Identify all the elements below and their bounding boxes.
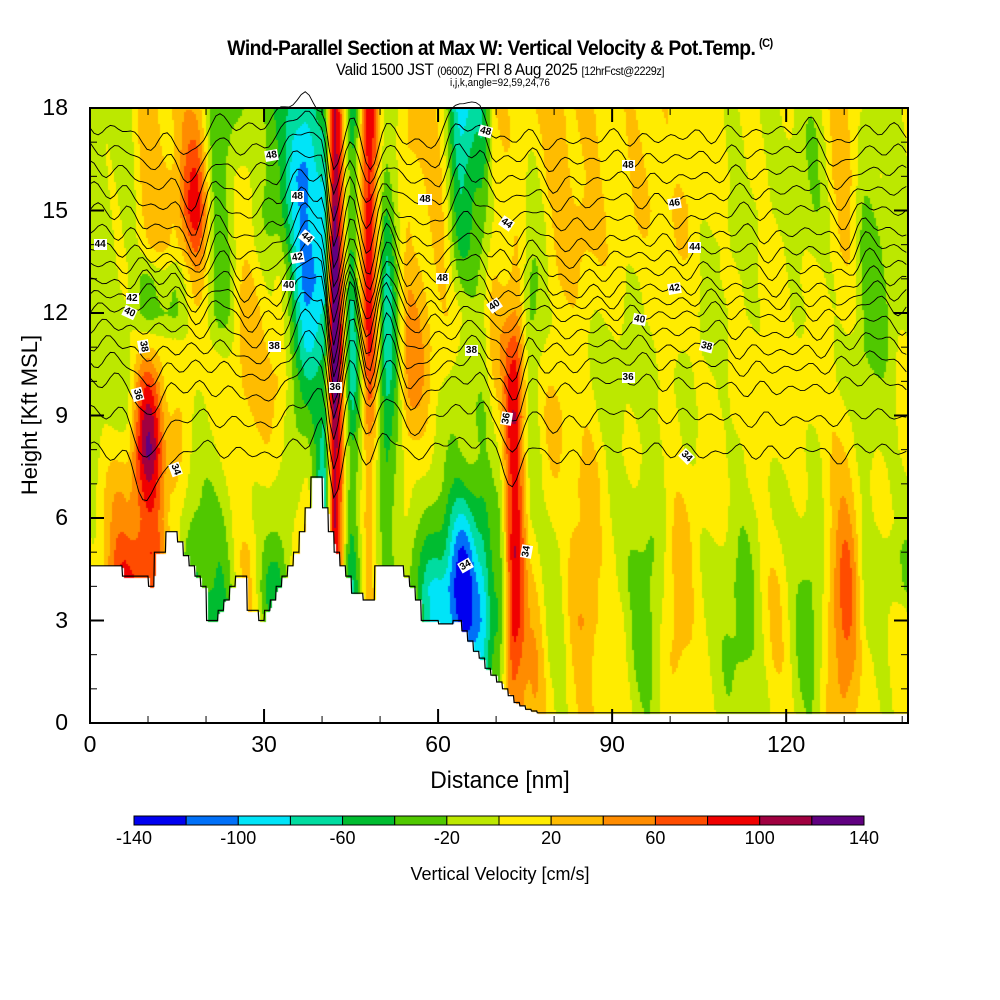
colorbar-bin <box>133 815 187 826</box>
y-tick-label: 12 <box>42 299 68 325</box>
colorbar-tick-label: 140 <box>848 828 880 848</box>
contour-label: 34 <box>520 544 534 560</box>
colorbar-tick-label: -140 <box>115 828 153 848</box>
y-tick-label: 0 <box>55 709 68 735</box>
colorbar-bin <box>185 815 239 826</box>
colorbar-bin <box>759 815 813 826</box>
x-tick-label: 0 <box>83 731 97 757</box>
theta-contour-41 <box>89 257 907 364</box>
theta-contour-47 <box>89 150 907 247</box>
contour-label: 44 <box>688 242 702 254</box>
contour-label: 36 <box>621 371 635 383</box>
colorbar-bin <box>237 815 291 826</box>
x-tick-label: 90 <box>599 731 625 757</box>
terrain-outline <box>90 476 908 714</box>
theta-contour-46 <box>89 168 907 270</box>
contour-label: 42 <box>125 293 139 305</box>
theta-contour-42 <box>89 239 907 346</box>
theta-contour-35 <box>89 388 907 470</box>
y-tick-label: 9 <box>55 401 68 428</box>
contour-label: 38 <box>137 339 151 355</box>
theta-contour-38 <box>89 308 907 405</box>
x-tick-label: 120 <box>766 731 806 757</box>
colorbar-label: Vertical Velocity [cm/s] <box>410 864 590 884</box>
contour-label: 38 <box>464 344 479 356</box>
colorbar-bin <box>707 815 761 826</box>
x-tick-label: 30 <box>251 731 277 757</box>
colorbar-tick-label: -60 <box>329 828 356 848</box>
colorbar-bin <box>654 815 709 826</box>
y-tick-label: 6 <box>55 504 68 530</box>
colorbar-bin <box>498 815 552 826</box>
y-tick-label: 15 <box>42 196 68 223</box>
theta-contour-50 <box>89 91 907 171</box>
y-tick-label: 18 <box>42 94 68 120</box>
contour-label: 38 <box>267 341 281 353</box>
y-axis-label: Height [Kft MSL] <box>17 334 42 496</box>
colorbar-bin <box>394 815 448 826</box>
colorbar-bin <box>289 815 344 826</box>
contour-label: 48 <box>435 272 449 284</box>
x-tick-label: 60 <box>425 731 451 757</box>
theta-contour-34 <box>89 416 907 502</box>
contour-label: 42 <box>667 282 682 296</box>
colorbar-tick-label: -100 <box>220 828 257 848</box>
theta-contour-45 <box>89 186 907 288</box>
y-tick-label: 3 <box>55 606 68 633</box>
contour-label: 36 <box>499 410 513 426</box>
colorbar-bin <box>342 815 396 826</box>
theta-contour-44 <box>89 202 907 305</box>
contour-label: 40 <box>282 279 296 291</box>
colorbar-tick-label: 20 <box>541 828 562 848</box>
colorbar-tick-label: -20 <box>433 828 460 848</box>
theta-contour-39 <box>89 292 907 392</box>
colorbar-bin <box>602 815 656 826</box>
colorbar-bin <box>446 815 500 826</box>
theta-contour-40 <box>89 275 907 378</box>
contour-label: 44 <box>93 238 107 250</box>
contour-label: 48 <box>418 194 432 206</box>
contour-label: 36 <box>328 382 342 394</box>
colorbar-bin <box>550 815 604 826</box>
theta-contour-48 <box>89 131 907 222</box>
contour-label: 46 <box>667 196 682 210</box>
colorbar-tick-label: 60 <box>645 828 666 848</box>
theta-contour-49 <box>89 110 907 196</box>
contour-label: 40 <box>632 312 648 326</box>
theta-contour-37 <box>89 329 907 420</box>
colorbar-tick-label: 100 <box>744 828 775 848</box>
theta-contour-43 <box>89 220 907 323</box>
colorbar-bin <box>811 815 865 826</box>
contour-label: 48 <box>621 160 635 172</box>
theta-contour-36 <box>89 356 907 440</box>
contour-label: 48 <box>290 190 304 202</box>
x-axis-label: Distance [nm] <box>430 767 570 794</box>
contour-label: 48 <box>263 148 279 162</box>
